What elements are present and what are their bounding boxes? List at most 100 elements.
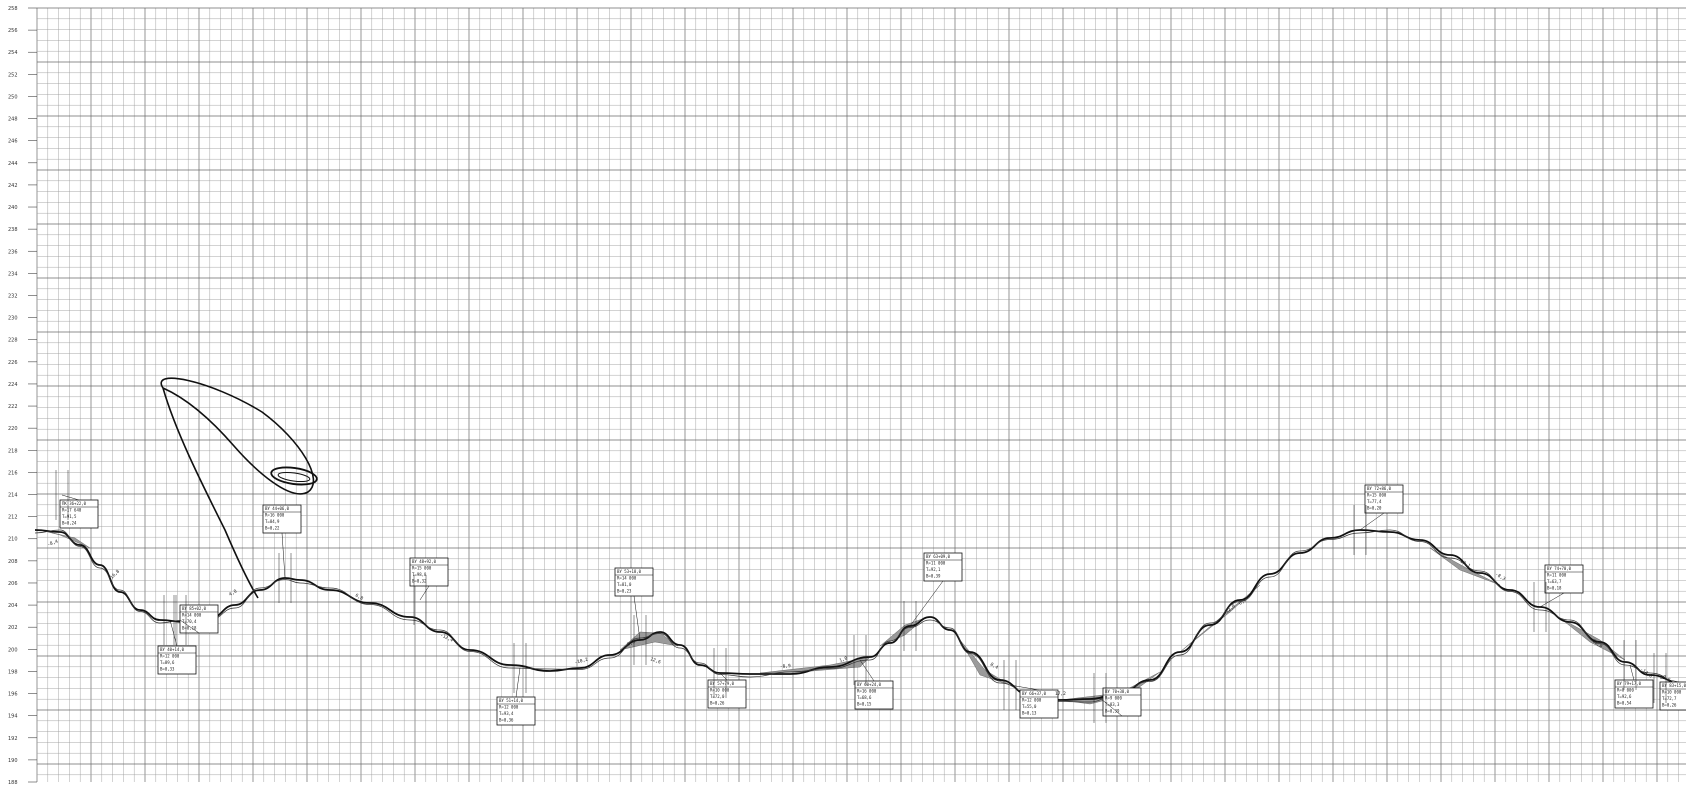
vertical-curve-text: ВУ 79+17,0	[1617, 681, 1642, 686]
vertical-curve-text: R=17 640	[62, 508, 82, 513]
vertical-curve-text: R=11 000	[926, 561, 946, 566]
vertical-curve-text: B=0,54	[1617, 701, 1632, 706]
elevation-tick-label: 208	[8, 559, 18, 565]
vertical-curve-text: B=0,26	[710, 701, 725, 706]
vertical-curve-text: B=0,33	[160, 667, 175, 672]
vertical-curve-frame	[1364, 484, 1404, 514]
vertical-curve-frame	[1614, 679, 1654, 709]
elevation-tick-label: 214	[8, 493, 18, 499]
elevation-tick-label: 192	[8, 736, 18, 742]
elevation-tick-label: 230	[8, 316, 18, 322]
vertical-curve-text: ВУ 40+14,0	[160, 647, 185, 652]
grade-label: 8,4	[989, 662, 999, 671]
vertical-curve-text: R=14 000	[617, 576, 637, 581]
vertical-curve-text: R=15 000	[1367, 493, 1387, 498]
elevation-tick-label: 218	[8, 448, 18, 454]
vertical-curve-text: B=0,24	[62, 521, 77, 526]
vertical-curve-frame	[1102, 687, 1142, 717]
vertical-curve-text: T=55,0	[1022, 704, 1037, 709]
vertical-curve-text: R=12 000	[499, 705, 519, 710]
ground-line	[34, 529, 1686, 703]
vertical-curve-text: T=77,4	[1367, 499, 1382, 504]
vertical-curve-text: T=98,8	[412, 572, 427, 577]
vertical-curve-text: T=84,9	[265, 519, 280, 524]
grade-label: -8,9	[780, 663, 792, 670]
vertical-curve-leader	[61, 494, 80, 501]
vertical-curve-frame	[157, 645, 197, 675]
vertical-curve-text: ПК 36+22,0	[62, 501, 87, 506]
vertical-curve-text: T=83,3	[1105, 702, 1120, 707]
elevation-tick-label: 236	[8, 249, 18, 255]
elevation-tick-label: 256	[8, 28, 18, 34]
sketch-loop-small	[270, 466, 318, 486]
vertical-curve-frame	[923, 552, 963, 582]
elevation-axis: 258 256 254 252 250 248 246 244 242 240 238 236 234 2…	[8, 6, 37, 786]
vertical-curve-leader	[1539, 592, 1565, 608]
vertical-curve-text: B=0,23	[617, 589, 632, 594]
vertical-curve-frame	[179, 604, 219, 634]
elevation-tick-label: 232	[8, 293, 18, 299]
vertical-curve-text: R=14 000	[182, 613, 202, 618]
sketch-loop-small-inner	[277, 471, 311, 483]
grade-labels: -8,4-16,84,0 6,8-12,4-10,25,112,6-8,91,08…	[47, 538, 1672, 697]
vertical-curve-leader	[419, 585, 430, 601]
grade-label: -9,6	[1659, 673, 1672, 684]
earthwork-hatch	[1429, 547, 1501, 586]
elevation-tick-label: 198	[8, 669, 18, 675]
vertical-curve-text: R=8 000	[1617, 688, 1634, 693]
elevation-tick-label: 212	[8, 515, 18, 521]
elevation-tick-label: 204	[8, 603, 18, 609]
elevation-tick-label: 248	[8, 117, 18, 123]
elevation-tick-label: 238	[8, 227, 18, 233]
vertical-curve-frame	[1544, 564, 1584, 594]
elevation-tick-label: 202	[8, 625, 18, 631]
vertical-curve-text: ВУ 70+38,0	[1105, 689, 1130, 694]
elevation-tick-label: 206	[8, 581, 18, 587]
drawing-grid	[36, 7, 1686, 782]
vertical-curve-text: B=0,22	[265, 526, 280, 531]
earthwork-hatch	[759, 656, 871, 674]
vertical-curve-frame	[59, 499, 99, 529]
elevation-tick-label: 194	[8, 714, 18, 720]
vertical-curve-text: T=93,4	[499, 711, 514, 716]
grade-label: 12,6	[649, 656, 662, 665]
vertical-curve-text: ВУ 63+09,0	[926, 554, 951, 559]
vertical-curve-text: R=12 000	[1022, 698, 1042, 703]
vertical-curve-text: T=92,6	[1617, 694, 1632, 699]
vertical-curve-leader	[633, 595, 641, 641]
vertical-curve-text: R=15 000	[412, 566, 432, 571]
elevation-tick-label: 188	[8, 780, 18, 786]
earthwork-hatch	[39, 529, 91, 549]
elevation-tick-label: 190	[8, 758, 18, 764]
elevation-tick-label: 240	[8, 205, 18, 211]
vertical-curve-text: T=72,0	[710, 694, 725, 699]
vertical-curve-text: T=91,5	[62, 514, 77, 519]
grade-label: 0,6	[1238, 597, 1248, 607]
vertical-curve-text: R=16 000	[857, 689, 877, 694]
vertical-curve-leader	[909, 580, 944, 627]
vertical-curve-text: ВУ 74+70,0	[1547, 566, 1572, 571]
vertical-curve-leader	[281, 532, 286, 579]
vertical-curve-text: R=9 000	[1105, 696, 1122, 701]
vertical-curve-text: B=0,15	[857, 702, 872, 707]
elevation-tick-label: 220	[8, 426, 18, 432]
vertical-curve-text: ВУ 53+18,0	[617, 569, 642, 574]
vertical-curve-text: B=0,18	[1547, 586, 1562, 591]
vertical-curve-leader	[515, 667, 521, 698]
vertical-curve-text: B=0,32	[412, 579, 427, 584]
grade-label: 4,0	[228, 588, 238, 597]
grade-label: -10,2	[574, 657, 589, 666]
elevation-tick-label: 228	[8, 338, 18, 344]
vertical-curve-text: B=0,18	[182, 626, 197, 631]
vertical-curve-leader	[1659, 677, 1680, 683]
vertical-curve-frame	[707, 679, 747, 709]
elevation-tick-label: 226	[8, 360, 18, 366]
vertical-curve-text: R=16 000	[265, 513, 285, 518]
